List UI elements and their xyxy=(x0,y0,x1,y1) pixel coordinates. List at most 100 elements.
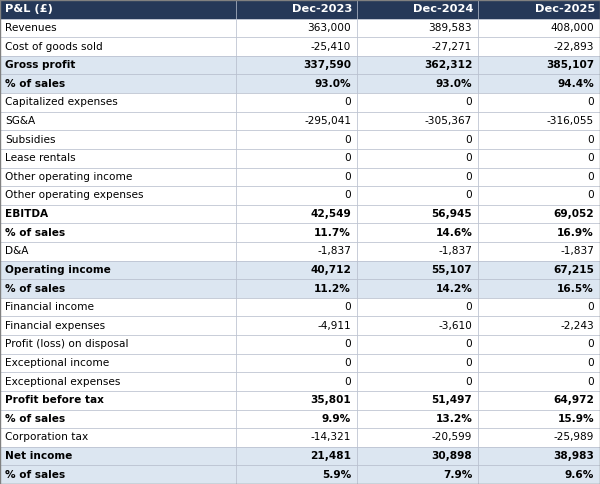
Text: Profit (loss) on disposal: Profit (loss) on disposal xyxy=(5,339,128,349)
Text: 385,107: 385,107 xyxy=(546,60,594,70)
Text: 0: 0 xyxy=(466,172,472,182)
Bar xyxy=(236,130,357,149)
Text: 0: 0 xyxy=(466,153,472,163)
Text: 0: 0 xyxy=(587,153,594,163)
Bar xyxy=(357,260,478,279)
Text: 69,052: 69,052 xyxy=(553,209,594,219)
Text: % of sales: % of sales xyxy=(5,469,65,480)
Text: 0: 0 xyxy=(466,191,472,200)
Text: 0: 0 xyxy=(344,153,351,163)
Bar xyxy=(0,224,236,242)
Bar xyxy=(236,56,357,75)
Bar xyxy=(236,372,357,391)
Text: EBITDA: EBITDA xyxy=(5,209,48,219)
Bar xyxy=(357,56,478,75)
Text: 0: 0 xyxy=(466,377,472,387)
Text: 0: 0 xyxy=(344,172,351,182)
Text: 35,801: 35,801 xyxy=(310,395,351,405)
Text: Exceptional expenses: Exceptional expenses xyxy=(5,377,121,387)
Text: -25,989: -25,989 xyxy=(554,433,594,442)
Bar xyxy=(236,260,357,279)
Bar xyxy=(478,37,600,56)
Bar xyxy=(0,93,236,112)
Bar xyxy=(0,372,236,391)
Text: 0: 0 xyxy=(344,339,351,349)
Text: 93.0%: 93.0% xyxy=(314,79,351,89)
Bar xyxy=(0,37,236,56)
Text: 11.7%: 11.7% xyxy=(314,227,351,238)
Bar xyxy=(357,447,478,466)
Text: 0: 0 xyxy=(466,302,472,312)
Text: Profit before tax: Profit before tax xyxy=(5,395,104,405)
Bar xyxy=(478,75,600,93)
Bar xyxy=(236,391,357,409)
Bar xyxy=(357,409,478,428)
Text: D&A: D&A xyxy=(5,246,28,257)
Bar xyxy=(236,279,357,298)
Bar xyxy=(478,317,600,335)
Text: 0: 0 xyxy=(466,97,472,107)
Text: Revenues: Revenues xyxy=(5,23,56,33)
Bar xyxy=(0,354,236,372)
Text: % of sales: % of sales xyxy=(5,284,65,293)
Bar xyxy=(478,56,600,75)
Bar xyxy=(0,317,236,335)
Bar xyxy=(357,205,478,224)
Text: 362,312: 362,312 xyxy=(424,60,472,70)
Bar xyxy=(236,466,357,484)
Bar xyxy=(236,75,357,93)
Bar xyxy=(478,354,600,372)
Bar xyxy=(478,335,600,354)
Text: 93.0%: 93.0% xyxy=(436,79,472,89)
Text: 21,481: 21,481 xyxy=(310,451,351,461)
Text: Cost of goods sold: Cost of goods sold xyxy=(5,42,103,51)
Text: -27,271: -27,271 xyxy=(432,42,472,51)
Text: 56,945: 56,945 xyxy=(431,209,472,219)
Bar xyxy=(357,372,478,391)
Bar xyxy=(0,391,236,409)
Bar xyxy=(0,466,236,484)
Text: Operating income: Operating income xyxy=(5,265,111,275)
Bar xyxy=(0,167,236,186)
Text: -2,243: -2,243 xyxy=(560,321,594,331)
Bar xyxy=(0,186,236,205)
Bar xyxy=(357,354,478,372)
Text: 0: 0 xyxy=(587,191,594,200)
Bar xyxy=(478,224,600,242)
Bar xyxy=(357,112,478,130)
Text: 0: 0 xyxy=(466,339,472,349)
Text: Other operating expenses: Other operating expenses xyxy=(5,191,143,200)
Text: -22,893: -22,893 xyxy=(554,42,594,51)
Bar xyxy=(478,0,600,18)
Bar xyxy=(357,75,478,93)
Text: 363,000: 363,000 xyxy=(307,23,351,33)
Text: -14,321: -14,321 xyxy=(311,433,351,442)
Bar xyxy=(478,428,600,447)
Text: 94.4%: 94.4% xyxy=(557,79,594,89)
Text: Corporation tax: Corporation tax xyxy=(5,433,88,442)
Text: Gross profit: Gross profit xyxy=(5,60,76,70)
Bar xyxy=(478,447,600,466)
Text: 16.9%: 16.9% xyxy=(557,227,594,238)
Bar xyxy=(478,130,600,149)
Bar xyxy=(236,186,357,205)
Text: % of sales: % of sales xyxy=(5,79,65,89)
Text: 30,898: 30,898 xyxy=(431,451,472,461)
Bar xyxy=(357,428,478,447)
Bar xyxy=(0,0,236,18)
Bar xyxy=(357,130,478,149)
Text: % of sales: % of sales xyxy=(5,227,65,238)
Text: -25,410: -25,410 xyxy=(311,42,351,51)
Text: Exceptional income: Exceptional income xyxy=(5,358,109,368)
Text: 14.2%: 14.2% xyxy=(436,284,472,293)
Text: 11.2%: 11.2% xyxy=(314,284,351,293)
Text: 337,590: 337,590 xyxy=(303,60,351,70)
Text: 0: 0 xyxy=(344,377,351,387)
Bar xyxy=(357,242,478,260)
Text: -1,837: -1,837 xyxy=(317,246,351,257)
Text: SG&A: SG&A xyxy=(5,116,35,126)
Text: Subsidies: Subsidies xyxy=(5,135,56,145)
Text: 0: 0 xyxy=(587,339,594,349)
Bar xyxy=(236,447,357,466)
Text: Dec-2024: Dec-2024 xyxy=(413,4,473,15)
